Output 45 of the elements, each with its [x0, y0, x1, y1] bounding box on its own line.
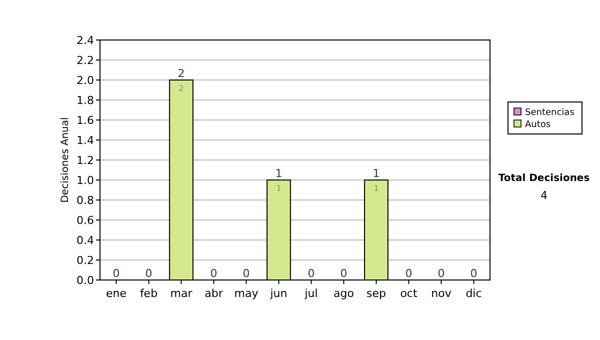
x-tick-label: sep: [366, 287, 386, 300]
total-label: 0: [470, 267, 478, 280]
total-label: 2: [178, 67, 185, 80]
data-label: 1: [276, 184, 282, 193]
x-tick-label: abr: [204, 287, 224, 300]
total-label: 0: [340, 267, 348, 280]
total-label: 0: [308, 267, 315, 280]
total-label: 0: [112, 267, 120, 280]
y-tick-label: 1.0: [76, 174, 94, 187]
y-tick-label: 0.4: [76, 234, 94, 247]
y-tick-label: 0.0: [76, 274, 94, 287]
y-tick-label: 0.6: [76, 214, 94, 227]
legend-label: Autos: [525, 120, 551, 130]
y-tick-label: 0.8: [76, 194, 94, 207]
total-label: 0: [438, 267, 445, 280]
text: Total Decisiones: [498, 173, 590, 184]
legend-label: Sentencias: [525, 108, 575, 118]
x-tick-label: nov: [431, 287, 452, 300]
text: 4: [540, 189, 548, 202]
y-tick-label: 1.2: [76, 154, 94, 167]
total-label: 0: [242, 267, 250, 280]
y-tick-label: 1.6: [76, 114, 94, 127]
y-axis-title: Decisiones Anual: [60, 117, 71, 203]
y-tick-label: 2.4: [76, 34, 94, 47]
y-tick-label: 1.4: [76, 134, 94, 147]
x-tick-label: ago: [334, 287, 354, 300]
y-tick-label: 0.2: [76, 254, 94, 267]
total-label: 0: [405, 267, 412, 280]
x-tick-label: oct: [400, 287, 418, 300]
x-tick-label: jul: [304, 287, 318, 300]
y-tick-label: 2.2: [76, 54, 94, 67]
total-label: 1: [372, 167, 380, 180]
x-tick-label: ene: [106, 287, 127, 300]
data-label: 1: [374, 184, 379, 193]
total-label: 1: [275, 167, 282, 180]
x-tick-label: dic: [466, 287, 482, 300]
total-label: 0: [210, 267, 218, 280]
y-tick-label: 1.8: [76, 94, 94, 107]
y-tick-label: 2.0: [76, 74, 94, 87]
x-tick-label: feb: [140, 287, 158, 300]
total-label: 0: [145, 267, 152, 280]
x-tick-label: may: [234, 287, 259, 300]
data-label: 2: [178, 84, 184, 93]
x-tick-label: mar: [170, 287, 193, 300]
x-tick-label: jun: [269, 287, 288, 300]
